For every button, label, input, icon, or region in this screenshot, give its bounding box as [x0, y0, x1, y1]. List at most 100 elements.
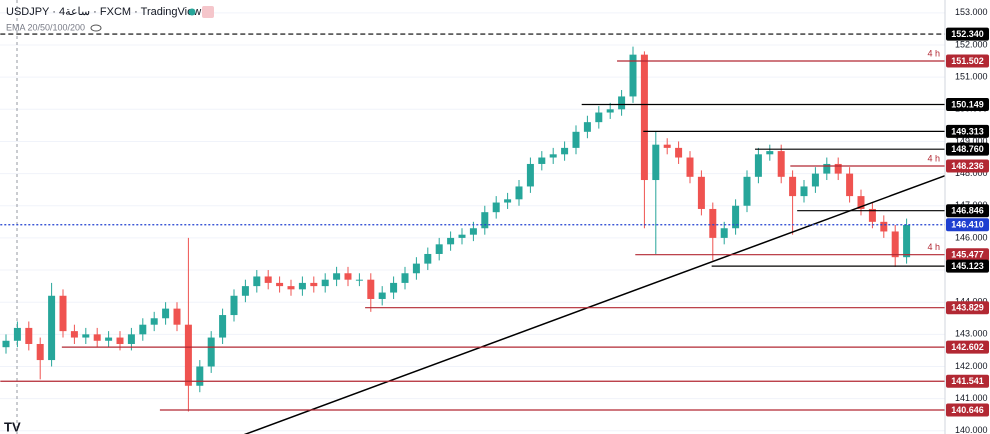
- price-tag-label: 146.410: [951, 220, 984, 230]
- candle-body: [310, 282, 318, 287]
- price-tag: [946, 124, 989, 138]
- candle-body: [777, 151, 785, 177]
- price-tag: [946, 403, 989, 417]
- candle-body: [640, 54, 648, 181]
- candle-body: [652, 144, 660, 181]
- candle-body: [481, 212, 489, 229]
- price-tag: [946, 259, 989, 273]
- level-note: 4 h: [927, 48, 940, 58]
- candle-body: [504, 199, 512, 203]
- candle-body: [173, 308, 181, 325]
- candle-body: [401, 273, 409, 283]
- tv-logo: TV: [4, 419, 21, 434]
- y-tick-label: 151.000: [955, 72, 988, 82]
- visibility-icon: [90, 24, 102, 32]
- candle-body: [811, 173, 819, 187]
- candle-body: [162, 308, 170, 319]
- candle-body: [675, 147, 683, 158]
- candle-body: [549, 154, 557, 158]
- candle-body: [367, 279, 375, 299]
- candle-body: [287, 286, 295, 290]
- price-tag-label: 148.760: [951, 144, 984, 154]
- level-note: 4 h: [927, 153, 940, 163]
- price-tag-label: 151.502: [951, 56, 984, 66]
- candle-body: [868, 208, 876, 222]
- candle-body: [378, 292, 386, 299]
- candle-body: [241, 286, 249, 296]
- candle-body: [253, 276, 261, 287]
- indicator-label: EMA 20/50/100/200: [6, 22, 85, 32]
- candle-body: [127, 334, 135, 344]
- plot: 4 h 4 h 4 h: [0, 33, 946, 434]
- status-dot: [188, 8, 196, 16]
- candle-body: [469, 228, 477, 235]
- candle-body: [344, 273, 352, 280]
- price-tag: [946, 54, 989, 68]
- candle-body: [230, 295, 238, 316]
- candle-body: [150, 318, 158, 325]
- alert-icon: [202, 6, 214, 18]
- candle-body: [196, 366, 204, 386]
- price-tag: [946, 98, 989, 112]
- candle-body: [891, 231, 899, 258]
- candle-body: [219, 315, 227, 338]
- price-tag-label: 150.149: [951, 99, 984, 109]
- candle-body: [789, 176, 797, 197]
- candle-body: [903, 225, 911, 258]
- candle-body: [846, 173, 854, 197]
- candle-body: [458, 234, 466, 238]
- candle-body: [412, 263, 420, 274]
- candle-body: [697, 176, 705, 209]
- candle-body: [618, 96, 626, 110]
- y-tick-label: 149.000: [955, 136, 988, 146]
- candle-body: [709, 208, 717, 238]
- candle-body: [105, 337, 113, 341]
- candle-body: [732, 205, 740, 229]
- price-tag-label: 145.123: [951, 261, 984, 271]
- candle-body: [424, 253, 432, 264]
- candle-body: [390, 282, 398, 293]
- grid: [0, 12, 945, 432]
- candle-body: [139, 324, 147, 335]
- candle-body: [720, 228, 728, 238]
- y-tick-label: 142.000: [955, 361, 988, 371]
- candle-body: [663, 144, 671, 148]
- price-tag-label: 141.541: [951, 376, 984, 386]
- candle-body: [754, 154, 762, 177]
- candle-body: [583, 122, 591, 132]
- level-note: 4 h: [927, 242, 940, 252]
- candle-body: [25, 327, 33, 344]
- y-tick-label: 152.000: [955, 39, 988, 49]
- candle-body: [2, 340, 10, 348]
- candle-body: [823, 163, 831, 174]
- price-axis-labels: 140.000141.000142.000143.000144.000145.0…: [946, 7, 989, 434]
- y-tick-label: 140.000: [955, 425, 988, 434]
- price-tag-label: 140.646: [951, 405, 984, 415]
- price-tag-label: 148.236: [951, 161, 984, 171]
- price-tag: [946, 27, 989, 41]
- candle-body: [857, 196, 865, 209]
- y-tick-label: 143.000: [955, 329, 988, 339]
- chart-title: USDJPY · 4ساعة · FXCM · TradingView: [6, 6, 201, 18]
- candle-body: [686, 157, 694, 177]
- candle-body: [766, 151, 774, 155]
- candle-body: [834, 163, 842, 174]
- candle-body: [561, 147, 569, 155]
- candle-body: [435, 244, 443, 254]
- candle-body: [355, 279, 363, 281]
- price-tag-label: 145.477: [951, 250, 984, 260]
- candle-body: [59, 295, 67, 332]
- candle-body: [264, 276, 272, 283]
- price-tag: [946, 142, 989, 156]
- y-tick-label: 146.000: [955, 232, 988, 242]
- candle-body: [333, 273, 341, 280]
- candle-body: [36, 343, 44, 361]
- candle-body: [184, 324, 192, 386]
- price-tag: [946, 204, 989, 218]
- price-tag: [946, 301, 989, 315]
- price-tag: [946, 218, 989, 232]
- price-tag-label: 142.602: [951, 342, 984, 352]
- candle-body: [629, 54, 637, 97]
